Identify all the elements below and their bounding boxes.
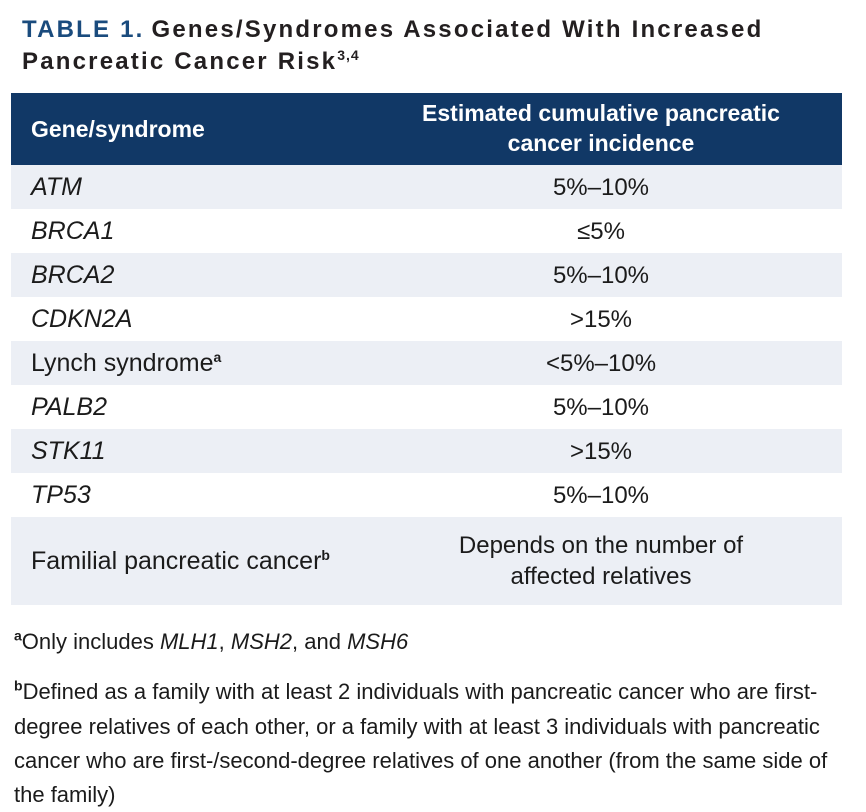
incidence-cell: 5%–10% [360,260,842,291]
footnote-marker: b [14,678,23,695]
gene-name: Lynch syndrome [31,348,214,377]
incidence-value: >15% [569,305,633,333]
footnote-text: Only includes [21,629,160,655]
incidence-value: ≤5% [577,217,625,245]
gene-name: MLH1 [159,629,219,655]
incidence-value: 5%–10% [552,173,650,201]
gene-cell: CDKN2A [11,305,360,334]
gene-name: BRCA2 [31,260,115,289]
table-row: Lynch syndromea <5%–10% [11,341,842,386]
footnote-text: , and [292,629,348,655]
gene-cell: TP53 [11,481,360,510]
incidence-value: 5%–10% [552,261,650,289]
gene-name: Familial pancreatic cancer [31,546,322,575]
table-title-text: Genes/Syndromes Associated With Increase… [22,16,764,75]
incidence-cell: >15% [360,304,842,335]
gene-name: STK11 [31,436,106,465]
incidence-cell: >15% [360,436,842,467]
gene-name: BRCA1 [31,216,115,245]
gene-cell: BRCA2 [11,261,360,290]
footnote-a: aOnly includes MLH1, MSH2, and MSH6 [14,625,846,659]
table-row: CDKN2A >15% [11,297,842,341]
gene-cell: BRCA1 [11,217,360,246]
table-row: PALB2 5%–10% [11,385,842,429]
gene-cell: STK11 [11,437,360,466]
gene-name: MSH2 [230,629,293,655]
footnote-marker: b [321,546,330,563]
column-header-incidence: Estimated cumulative pancreatic cancer i… [360,99,842,159]
table-row: BRCA2 5%–10% [11,253,842,298]
incidence-cell: 5%–10% [360,172,842,203]
table-header-row: Gene/syndrome Estimated cumulative pancr… [11,93,842,166]
incidence-cell: <5%–10% [360,348,842,379]
table-row: TP53 5%–10% [11,473,842,517]
table-row: STK11 >15% [11,429,842,474]
footnotes-section: aOnly includes MLH1, MSH2, and MSH6 bDefi… [14,625,846,811]
incidence-cell: 5%–10% [360,480,842,511]
table-body: ATM 5%–10% BRCA1 ≤5% BRCA2 5%–10% CDKN2A >15% Ly… [11,165,842,606]
gene-cell: PALB2 [11,393,360,422]
incidence-value: <5%–10% [545,349,657,377]
table-title-label: TABLE 1. [22,16,145,43]
gene-name: CDKN2A [31,304,133,333]
table-row: Familial pancreatic cancerb Depends on th… [11,517,842,606]
incidence-cell: Depends on the number of affected relati… [360,530,842,592]
incidence-value: Depends on the number of affected relati… [458,532,744,591]
gene-name: ATM [31,172,82,201]
gene-name: MSH6 [347,629,409,655]
column-header-gene-syndrome: Gene/syndrome [31,115,205,142]
gene-name: PALB2 [31,392,107,421]
risk-table: Gene/syndrome Estimated cumulative pancr… [11,93,842,606]
footnote-text: Defined as a family with at least 2 indi… [14,679,828,807]
column-header-incidence-label: Estimated cumulative pancreatic cancer i… [422,100,780,157]
table-title: TABLE 1. Genes/Syndromes Associated With … [22,14,826,77]
gene-name: TP53 [31,480,91,509]
table-row: ATM 5%–10% [11,165,842,210]
gene-cell: Lynch syndromea [11,349,360,378]
footnote-b: bDefined as a family with at least 2 ind… [14,675,846,811]
incidence-value: >15% [569,437,633,465]
footnote-marker: a [213,348,222,365]
table-row: BRCA1 ≤5% [11,209,842,253]
gene-cell: ATM [11,173,360,202]
incidence-cell: ≤5% [360,216,842,247]
incidence-cell: 5%–10% [360,392,842,423]
incidence-value: 5%–10% [552,393,650,421]
table-title-citation-superscript: 3,4 [337,46,360,63]
gene-cell: Familial pancreatic cancerb [11,547,360,576]
footnote-marker: a [14,628,22,645]
incidence-value: 5%–10% [552,481,650,509]
footnote-text: , [218,629,231,655]
